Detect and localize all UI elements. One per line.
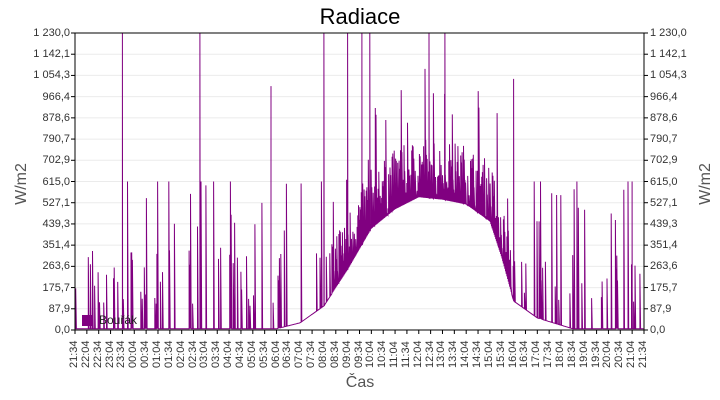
legend-label: Bouřák	[99, 313, 138, 327]
x-tick-label: 14:34	[471, 340, 484, 368]
y-tick-label-right: 527,1	[650, 196, 678, 209]
series-line-boufak	[75, 32, 644, 330]
x-tick-label: 09:34	[352, 340, 365, 368]
x-tick-label: 16:04	[506, 340, 519, 368]
y-tick-label: 0,0	[54, 324, 70, 336]
y-tick-label: 1 142,1	[33, 48, 70, 61]
x-tick-label: 10:34	[376, 340, 389, 368]
y-tick-label: 966,4	[42, 90, 70, 103]
x-tick-label: 09:04	[340, 340, 353, 368]
x-tick-label: 01:34	[162, 340, 175, 368]
x-tick-label: 22:04	[79, 340, 92, 368]
x-tick-label: 13:04	[435, 340, 448, 368]
y-tick-label: 263,6	[42, 260, 70, 273]
y-tick-label: 702,9	[42, 154, 70, 167]
legend: Bouřák	[82, 313, 137, 327]
y-tick-label: 790,7	[42, 133, 70, 146]
y-tick-label: 615,0	[42, 175, 70, 188]
x-tick-label: 18:34	[565, 340, 578, 368]
y-tick-label-right: 790,7	[650, 133, 678, 146]
y-tick-label-right: 878,6	[650, 111, 678, 124]
y-tick-label-right: 1 230,0	[650, 27, 687, 39]
y-tick-label-right: 1 054,3	[650, 69, 687, 82]
x-tick-label: 17:34	[542, 340, 555, 368]
y-tick-label-right: 0,0	[650, 324, 666, 336]
y-tick-label: 351,4	[42, 239, 70, 252]
y-tick-label-right: 87,9	[650, 302, 672, 315]
y-tick-label-right: 263,6	[650, 260, 678, 273]
x-tick-label: 08:34	[328, 340, 341, 368]
x-tick-label: 17:04	[530, 340, 543, 368]
y-tick-label: 527,1	[42, 196, 70, 209]
x-tick-label: 21:34	[68, 340, 80, 368]
x-tick-label: 04:04	[222, 340, 235, 368]
x-tick-label: 11:34	[399, 341, 412, 368]
x-tick-label: 21:04	[625, 340, 638, 368]
x-tick-label: 02:34	[186, 340, 199, 368]
y-tick-label-right: 351,4	[650, 239, 678, 252]
y-tick-label-right: 1 142,1	[650, 48, 687, 61]
y-tick-label-right: 175,7	[650, 281, 678, 294]
y-tick-label: 87,9	[48, 302, 70, 315]
y-tick-label-right: 615,0	[650, 175, 678, 188]
y-tick-label: 439,3	[42, 217, 70, 230]
y-tick-label-right: 439,3	[650, 217, 678, 230]
x-tick-label: 03:34	[210, 340, 223, 368]
x-tick-label: 01:04	[150, 340, 163, 368]
x-tick-label: 03:04	[198, 340, 211, 368]
x-tick-label: 12:04	[411, 340, 424, 368]
x-tick-label: 04:34	[233, 340, 246, 368]
y-tick-label-right: 966,4	[650, 90, 678, 103]
x-tick-label: 15:34	[494, 340, 507, 368]
x-tick-label: 06:34	[281, 340, 294, 368]
x-tick-label: 20:34	[613, 340, 626, 368]
y-tick-label: 878,6	[42, 111, 70, 124]
x-tick-label: 23:34	[115, 340, 128, 368]
x-tick-label: 16:34	[518, 340, 531, 368]
x-tick-label: 05:04	[245, 340, 258, 368]
x-tick-label: 12:34	[423, 340, 436, 368]
x-tick-label: 06:04	[269, 340, 282, 368]
x-tick-label: 10:04	[364, 340, 377, 368]
x-tick-label: 07:04	[293, 340, 306, 368]
x-tick-label: 02:04	[174, 340, 187, 368]
chart-title: Radiace	[319, 4, 401, 29]
y-tick-label: 1 230,0	[33, 27, 70, 39]
x-tick-label: 20:04	[601, 340, 614, 368]
x-tick-label: 00:04	[127, 340, 140, 368]
legend-swatch	[82, 314, 93, 326]
x-tick-label: 21:34	[637, 340, 649, 368]
x-tick-label: 07:34	[305, 340, 318, 368]
x-tick-label: 05:34	[257, 340, 270, 368]
x-tick-label: 22:34	[91, 340, 104, 368]
x-tick-label: 19:34	[589, 340, 602, 368]
x-tick-label: 00:34	[139, 340, 152, 368]
x-tick-label: 23:04	[103, 340, 116, 368]
x-tick-label: 11:04	[388, 341, 401, 368]
x-tick-label: 13:34	[447, 340, 460, 368]
x-axis-label: Čas	[345, 374, 375, 391]
x-tick-label: 14:04	[459, 340, 472, 368]
x-tick-label: 08:04	[316, 340, 329, 368]
x-tick-label: 18:04	[554, 340, 567, 368]
y-tick-label: 1 054,3	[33, 69, 70, 82]
x-tick-label: 19:04	[577, 340, 590, 368]
x-tick-label: 15:04	[482, 340, 495, 368]
y-tick-label: 175,7	[42, 281, 70, 294]
y-tick-label-right: 702,9	[650, 154, 678, 167]
